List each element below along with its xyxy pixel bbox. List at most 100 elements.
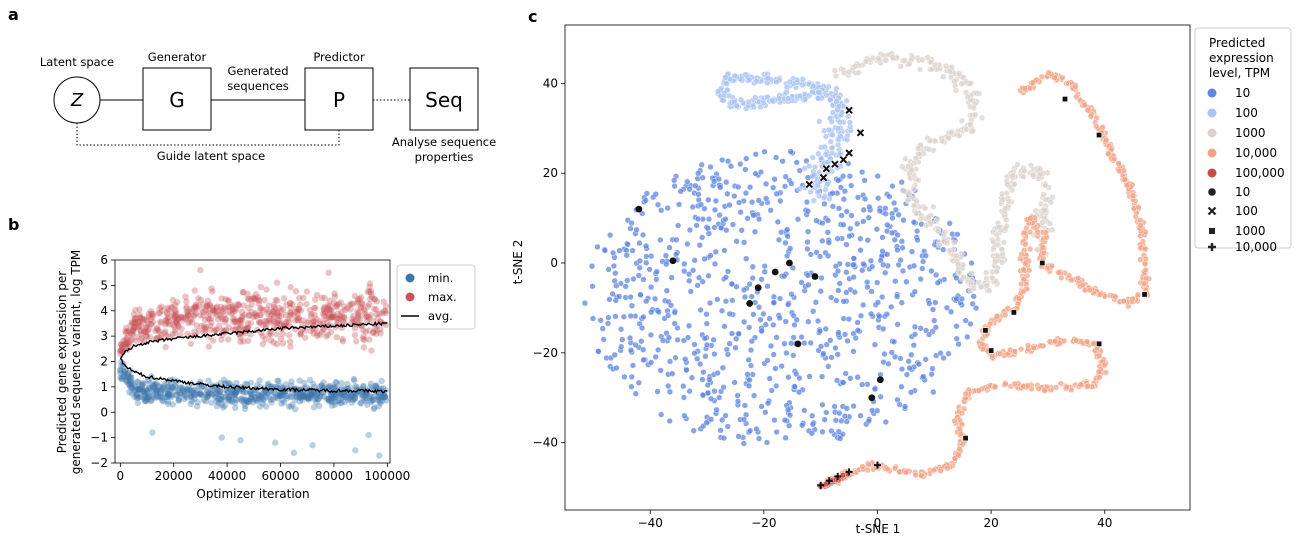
tsne-point-level-10: [843, 418, 850, 425]
min-point: [144, 389, 151, 396]
tsne-point-level-10: [626, 334, 634, 342]
max-point: [361, 310, 368, 317]
tsne-point-level-10: [835, 177, 842, 184]
min-point: [299, 393, 307, 400]
min-point: [331, 401, 338, 408]
tsne-point-level-10: [805, 281, 812, 288]
tsne-point-level-100: [786, 78, 794, 85]
min-point: [338, 399, 345, 406]
max-point: [200, 309, 207, 316]
avg-line-upper: [119, 320, 388, 360]
max-point: [259, 340, 266, 348]
tsne-point-level-1000: [1037, 171, 1044, 178]
tsne-point-level-100: [723, 80, 730, 87]
min-point: [264, 390, 271, 398]
min-point: [221, 397, 229, 404]
min-point: [334, 391, 341, 398]
tsne-style-markers: [635, 96, 1148, 489]
tsne-point-level-10: [824, 252, 832, 260]
max-point: [210, 306, 217, 313]
tsne-point-level-10: [742, 190, 750, 197]
max-point: [312, 296, 319, 303]
max-point: [182, 293, 189, 300]
min-point: [171, 387, 179, 394]
max-point: [211, 310, 219, 317]
min-point: [126, 380, 133, 387]
tsne-point-level-10: [707, 252, 714, 259]
min-point: [149, 392, 156, 399]
max-point: [366, 327, 373, 334]
max-point: [263, 318, 270, 325]
tsne-point-level-10000: [1057, 380, 1064, 387]
min-point: [139, 387, 146, 394]
max-point: [294, 311, 301, 318]
max-point: [220, 305, 227, 312]
min-point: [132, 383, 139, 391]
tsne-point-level-1000: [940, 73, 947, 80]
tsne-point-level-100: [722, 74, 729, 81]
max-point: [143, 329, 150, 336]
tsne-point-level-10000: [1142, 266, 1149, 274]
max-point: [351, 292, 359, 300]
min-point: [177, 384, 185, 391]
max-point: [131, 323, 139, 331]
tsne-point-level-10: [854, 220, 861, 227]
tsne-point-level-10: [905, 358, 912, 365]
style-marker-square: [1039, 260, 1046, 267]
min-point: [330, 385, 338, 392]
tsne-point-level-100: [814, 189, 821, 196]
tsne-point-level-10: [761, 148, 768, 155]
max-point: [236, 317, 243, 324]
min-point: [153, 387, 160, 394]
tsne-point-level-10: [621, 373, 628, 381]
min-point: [351, 390, 359, 398]
max-point: [131, 315, 138, 322]
min-point: [191, 391, 199, 398]
max-point: [321, 313, 328, 320]
min-point: [296, 387, 303, 394]
tsne-point-level-10: [697, 201, 705, 208]
min-point: [137, 385, 144, 393]
min-point: [358, 391, 365, 398]
max-point: [324, 304, 331, 311]
tsne-point-level-10: [882, 210, 889, 217]
tsne-point-level-10: [714, 296, 721, 303]
max-point: [248, 295, 255, 303]
min-point: [182, 388, 190, 395]
tsne-point-level-10: [771, 417, 778, 424]
tsne-point-level-100: [811, 163, 819, 171]
max-point: [314, 332, 321, 340]
min-point: [254, 391, 262, 399]
max-point: [205, 315, 212, 322]
max-point: [202, 306, 209, 314]
tsne-point-level-10: [787, 148, 794, 155]
min-point: [375, 393, 383, 401]
tsne-point-level-10: [653, 268, 660, 275]
min-point: [317, 392, 324, 399]
max-point: [226, 303, 233, 311]
tsne-point-level-10: [663, 287, 670, 294]
min-point: [275, 377, 282, 385]
min-point: [227, 396, 234, 404]
tsne-point-level-1000: [960, 74, 967, 81]
max-point: [330, 299, 338, 306]
tsne-point-level-1000: [970, 285, 978, 292]
tsne-point-level-10: [767, 342, 775, 350]
max-point: [371, 295, 378, 303]
min-point: [128, 380, 135, 387]
optimizer-plot-frame: [114, 259, 391, 464]
min-point: [135, 394, 142, 401]
tsne-point-level-1000: [926, 146, 933, 153]
max-point: [244, 295, 252, 302]
max-point: [366, 280, 374, 287]
max-point: [365, 288, 373, 296]
max-point: [178, 325, 185, 333]
max-point: [199, 306, 206, 313]
tsne-point-level-10: [723, 179, 730, 186]
tsne-point-level-10: [898, 179, 905, 186]
tsne-point-level-1000: [1047, 199, 1054, 206]
x-tick-label: 20: [983, 516, 998, 530]
min-point: [250, 396, 258, 403]
max-point: [185, 313, 192, 320]
tsne-point-level-10000: [1142, 260, 1149, 268]
